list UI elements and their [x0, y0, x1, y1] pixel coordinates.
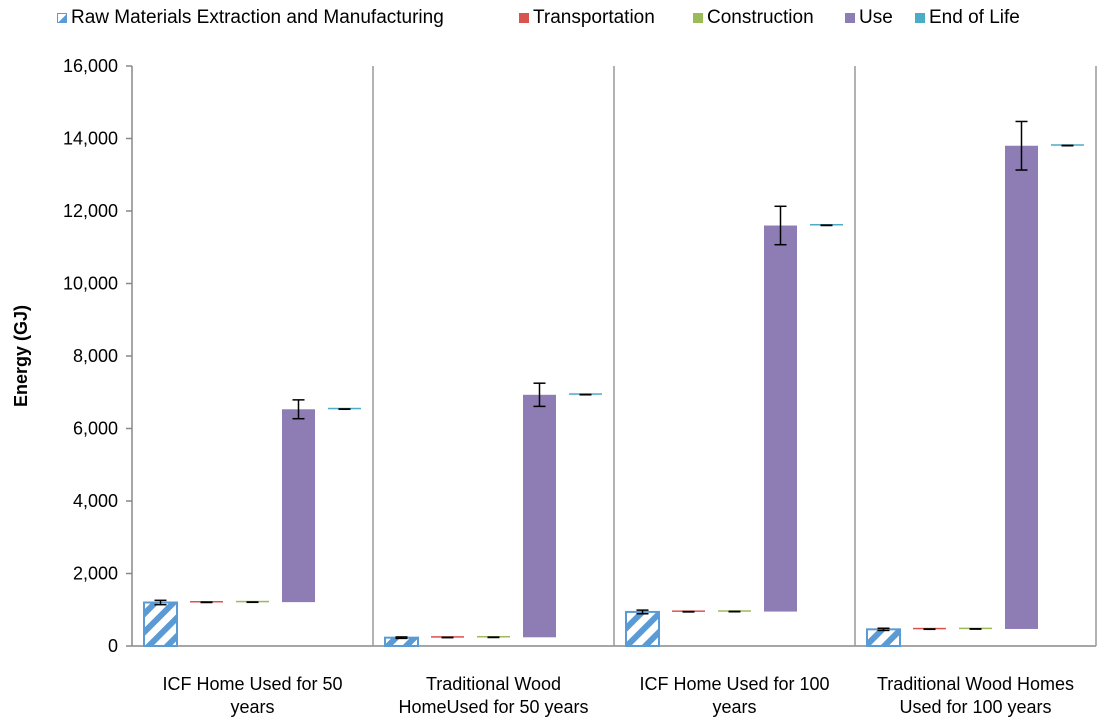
legend-label: Construction: [707, 7, 814, 28]
legend-item: Use: [845, 7, 893, 29]
x-category-label: Traditional Wood: [426, 674, 561, 694]
bar: [282, 409, 315, 603]
chart-legend: Raw Materials Extraction and Manufacturi…: [0, 7, 1101, 33]
x-category-label: ICF Home Used for 50: [162, 674, 342, 694]
x-category-label: years: [712, 697, 756, 717]
y-tick-label: 16,000: [63, 56, 118, 76]
y-tick-label: 4,000: [73, 491, 118, 511]
bar: [143, 601, 178, 647]
legend-swatch: [57, 13, 67, 23]
y-tick-label: 2,000: [73, 564, 118, 584]
legend-label: Use: [859, 7, 893, 28]
y-tick-label: 10,000: [63, 274, 118, 294]
x-category-label: Traditional Wood Homes: [877, 674, 1074, 694]
bar: [523, 394, 556, 638]
legend-item: Raw Materials Extraction and Manufacturi…: [57, 7, 444, 29]
x-category-label: HomeUsed for 50 years: [398, 697, 588, 717]
y-tick-label: 14,000: [63, 129, 118, 149]
y-tick-label: 8,000: [73, 346, 118, 366]
legend-label: End of Life: [929, 7, 1020, 28]
y-tick-label: 0: [108, 636, 118, 656]
legend-swatch: [519, 13, 529, 23]
x-category-label: ICF Home Used for 100: [639, 674, 829, 694]
bar: [866, 628, 901, 648]
legend-label: Transportation: [533, 7, 655, 28]
bar: [1005, 145, 1038, 629]
y-tick-label: 6,000: [73, 419, 118, 439]
legend-item: Construction: [693, 7, 814, 29]
legend-swatch: [845, 13, 855, 23]
legend-item: End of Life: [915, 7, 1020, 29]
y-tick-label: 12,000: [63, 201, 118, 221]
bar: [764, 225, 797, 612]
x-category-label: years: [230, 697, 274, 717]
legend-label: Raw Materials Extraction and Manufacturi…: [71, 7, 444, 28]
x-category-label: Used for 100 years: [899, 697, 1051, 717]
legend-swatch: [915, 13, 925, 23]
legend-swatch: [693, 13, 703, 23]
legend-item: Transportation: [519, 7, 655, 29]
y-axis-title: Energy (GJ): [11, 305, 31, 407]
bar: [625, 610, 660, 647]
